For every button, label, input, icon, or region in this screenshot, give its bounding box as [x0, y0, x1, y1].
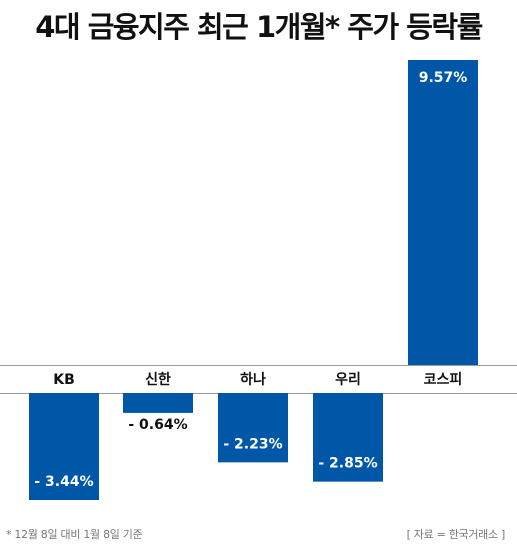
bar-0 — [29, 393, 99, 500]
category-label-3: 우리 — [335, 372, 361, 388]
data-label-3: - 2.85% — [318, 456, 377, 472]
data-label-4: 9.57% — [419, 70, 468, 86]
chart-title: 4대 금융지주 최근 1개월* 주가 등락률 — [35, 10, 483, 44]
footnote: * 12월 8일 대비 1월 8일 기준 — [6, 528, 143, 541]
category-label-1: 신한 — [145, 372, 171, 388]
category-label-0: KB — [53, 372, 75, 388]
data-label-1: - 0.64% — [128, 417, 187, 433]
bar-2 — [218, 393, 288, 463]
bar-3 — [313, 393, 383, 482]
category-label-2: 하나 — [240, 371, 266, 388]
bar-1 — [123, 393, 193, 413]
bar-4 — [408, 60, 478, 365]
source-note: [ 자료 = 한국거래소 ] — [406, 528, 506, 541]
data-label-2: - 2.23% — [223, 436, 282, 452]
data-label-0: - 3.44% — [34, 474, 93, 490]
category-label-4: 코스피 — [424, 372, 463, 388]
